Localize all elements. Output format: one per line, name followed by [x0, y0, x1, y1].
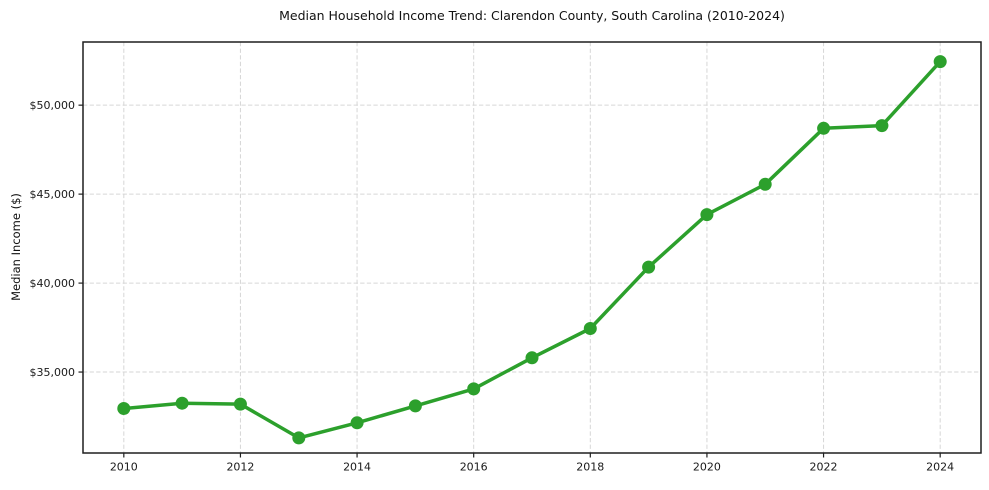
x-tick-label: 2010 [110, 461, 138, 474]
y-tick-label: $45,000 [30, 188, 76, 201]
data-point-2011 [175, 396, 189, 410]
data-point-2012 [233, 397, 247, 411]
x-tick-label: 2020 [693, 461, 721, 474]
x-tick-label: 2018 [576, 461, 604, 474]
data-point-2018 [583, 322, 597, 335]
data-point-2010 [117, 402, 131, 415]
chart-title: Median Household Income Trend: Clarendon… [279, 8, 785, 23]
data-point-2023 [875, 119, 889, 133]
data-point-2022 [817, 121, 831, 135]
y-tick-label: $50,000 [30, 99, 76, 112]
data-point-2013 [292, 431, 306, 445]
income-trend-line [122, 59, 942, 440]
plot-border [82, 41, 982, 454]
y-tick-label: $40,000 [30, 277, 76, 290]
x-tick-label: 2012 [226, 461, 254, 474]
data-point-2019 [642, 260, 656, 274]
x-tick-label: 2024 [926, 461, 954, 474]
data-point-2024 [933, 55, 947, 69]
x-tick-label: 2014 [343, 461, 371, 474]
data-point-2015 [408, 399, 422, 413]
data-point-2021 [758, 177, 772, 191]
x-tick-label: 2022 [810, 461, 838, 474]
data-point-2016 [467, 382, 481, 396]
y-axis-label: Median Income ($) [9, 193, 23, 301]
x-tick-label: 2016 [460, 461, 488, 474]
y-tick-label: $35,000 [30, 366, 76, 379]
data-point-2014 [350, 416, 364, 430]
data-point-2020 [700, 208, 714, 222]
data-point-2017 [525, 351, 539, 365]
